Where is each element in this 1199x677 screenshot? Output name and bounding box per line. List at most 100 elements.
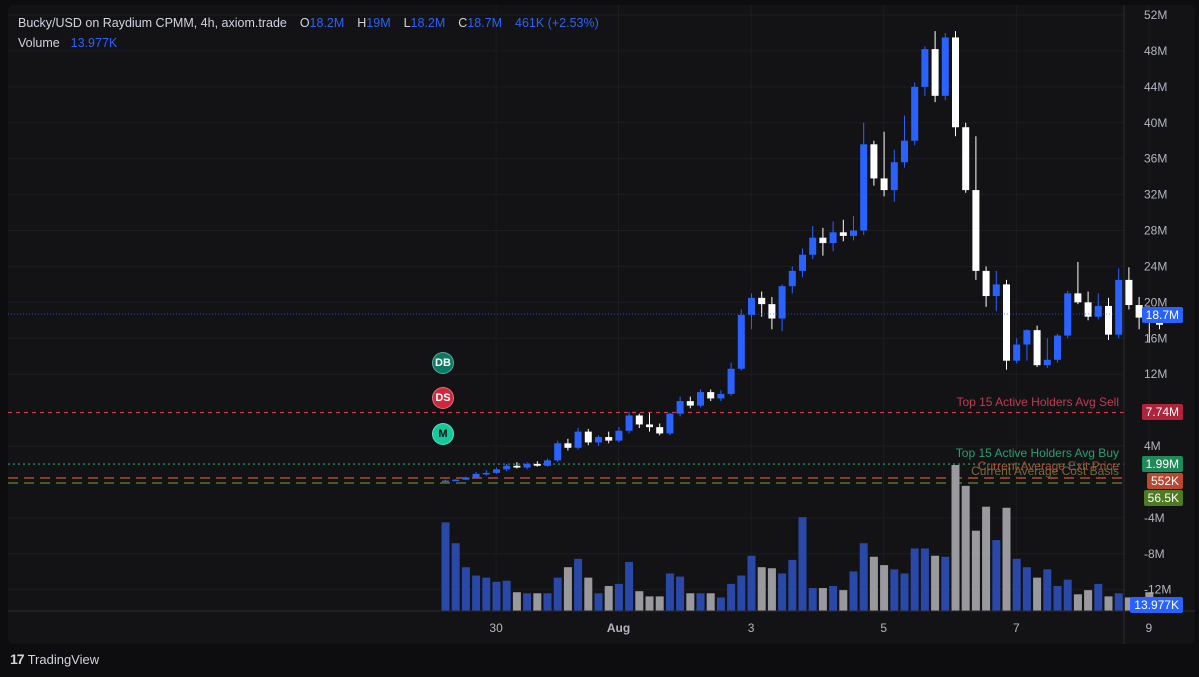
volume-bar <box>625 561 634 611</box>
volume-bar <box>727 583 736 611</box>
volume-bar <box>604 585 613 611</box>
y-tick-label: 52M <box>1144 8 1167 22</box>
volume-bar <box>1053 585 1062 611</box>
candle-body <box>533 463 541 466</box>
volume-bar <box>676 576 685 611</box>
chart-frame[interactable]: 52M 48M 44M 40M 36M 32M 28M 24M 20M 16M 12M 4M -4M -8… <box>8 5 1195 644</box>
candle-body <box>1074 293 1082 303</box>
volume-bar <box>971 530 980 611</box>
db-marker[interactable]: DB <box>432 352 454 374</box>
volume-bar <box>502 580 511 611</box>
candle-body <box>972 190 980 271</box>
candle-body <box>523 463 531 468</box>
candle-body <box>564 443 572 448</box>
volume-bar <box>665 573 674 611</box>
volume-bar <box>614 583 623 611</box>
candle-body <box>513 465 521 468</box>
avg-cost-tag: 56.5K <box>1143 490 1183 506</box>
volume-bar <box>900 573 909 611</box>
candle-body <box>493 469 500 473</box>
candle-body <box>1003 284 1010 361</box>
candle-body <box>992 284 1000 297</box>
y-tick-label: 4M <box>1144 439 1161 453</box>
volume-bar <box>982 506 991 611</box>
y-tick-label: 24M <box>1144 259 1167 273</box>
candle-body <box>717 393 725 399</box>
candle-body <box>574 431 582 448</box>
y-tick-label: 36M <box>1144 152 1167 166</box>
volume-bar <box>757 567 766 611</box>
candle-body <box>1023 330 1031 345</box>
candle-body <box>727 368 735 394</box>
candle-body <box>625 415 633 431</box>
volume-bar <box>839 590 848 611</box>
tradingview-logo[interactable]: 17 TradingView <box>10 651 99 667</box>
volume-tag: 13.977K <box>1130 597 1183 613</box>
reference-lines <box>8 411 1124 484</box>
y-tick-label: 12M <box>1144 367 1167 381</box>
volume-bar <box>594 593 603 611</box>
y-tick-label: 32M <box>1144 188 1167 202</box>
avg-buy-tag: 1.99M <box>1141 456 1183 472</box>
volume-label[interactable]: Volume <box>18 36 60 50</box>
volume-bar <box>961 485 970 611</box>
volume-bar <box>1124 597 1133 611</box>
volume-bar <box>798 517 807 611</box>
candle-body <box>809 237 817 255</box>
open-label: O <box>299 16 310 30</box>
volume-bar <box>553 577 562 611</box>
candle-body <box>666 413 674 434</box>
volume-bar <box>767 568 776 611</box>
candle-body <box>982 270 990 297</box>
volume-bar <box>512 592 521 611</box>
candle-body <box>799 254 806 271</box>
candle-body <box>1054 335 1061 360</box>
candle-body <box>1033 330 1041 366</box>
symbol-title[interactable]: Bucky/USD on Raydium CPMM, 4h, axiom.tra… <box>18 16 287 30</box>
price-chart[interactable]: 52M 48M 44M 40M 36M 32M 28M 24M 20M 16M 12M 4M -4M -8… <box>8 5 1195 644</box>
grid <box>8 5 1150 611</box>
y-axis: 52M 48M 44M 40M 36M 32M 28M 24M 20M 16M 12M 4M -4M -8… <box>1144 8 1171 597</box>
volume-bar <box>818 588 827 611</box>
volume-bar <box>563 567 572 611</box>
candle-body <box>442 480 449 483</box>
candle-body <box>595 437 602 443</box>
candle-body <box>615 430 623 441</box>
candle-body <box>472 473 480 478</box>
volume-bar <box>706 593 715 611</box>
volume-bar <box>788 559 797 611</box>
candle-body <box>758 297 766 305</box>
candle-body <box>890 162 898 191</box>
volume-bar <box>441 522 450 611</box>
candle-body <box>1125 279 1133 306</box>
tradingview-mark-icon: 17 <box>10 651 25 667</box>
avg-exit-tag: 552K <box>1146 473 1183 489</box>
x-tick-label: 30 <box>489 621 503 635</box>
candle-body <box>829 232 837 244</box>
y-tick-label: 48M <box>1144 44 1167 58</box>
x-tick-label: 9 <box>1146 621 1153 635</box>
volume-bar <box>920 548 929 611</box>
ds-marker[interactable]: DS <box>432 387 454 409</box>
volume-bar <box>869 556 878 611</box>
y-tick-label: 44M <box>1144 80 1167 94</box>
y-tick-label: 20M <box>1144 295 1167 309</box>
candle-body <box>1013 344 1021 361</box>
candle-body <box>656 427 664 434</box>
volume-bar <box>584 577 593 611</box>
candle-body <box>584 431 592 443</box>
db-marker-text: DB <box>435 357 451 369</box>
volume-bar <box>829 585 838 611</box>
m-marker[interactable]: M <box>432 423 454 445</box>
avg-sell-label: Top 15 Active Holders Avg Sell <box>956 395 1119 409</box>
volume-bar <box>1063 579 1072 611</box>
volume-bar <box>1002 507 1011 611</box>
volume-bar <box>992 540 1001 611</box>
candle-body <box>768 304 776 319</box>
candle-body <box>952 37 959 128</box>
candle-body <box>880 178 888 191</box>
volume-bar <box>849 571 858 611</box>
high-value: 19M <box>366 16 391 30</box>
ds-marker-text: DS <box>435 392 451 404</box>
volume-bar <box>1114 593 1123 611</box>
